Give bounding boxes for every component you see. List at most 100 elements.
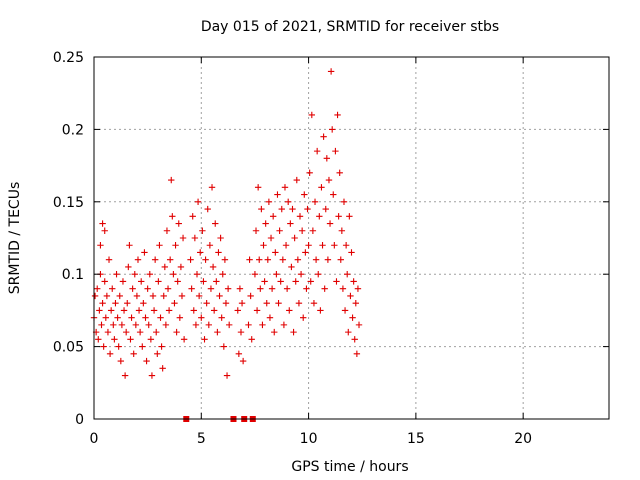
data-point (294, 256, 302, 263)
data-point (111, 336, 118, 343)
data-point (238, 299, 246, 307)
data-point (339, 285, 347, 292)
data-point (208, 184, 216, 191)
data-point (246, 256, 253, 263)
data-point (141, 249, 148, 256)
data-point (316, 213, 323, 220)
data-point (154, 350, 161, 358)
data-point (342, 242, 350, 249)
data-point (148, 372, 156, 379)
data-point (149, 292, 157, 300)
data-point (224, 285, 232, 292)
data-point (305, 242, 312, 249)
data-point (110, 321, 117, 329)
data-point (251, 271, 259, 278)
data-point (131, 271, 138, 278)
data-point (321, 285, 328, 292)
data-point (297, 271, 305, 278)
data-point (119, 278, 127, 285)
data-point (135, 307, 143, 314)
data-point (213, 278, 220, 285)
data-point (307, 278, 314, 285)
data-point (325, 176, 333, 184)
data-point (125, 263, 132, 271)
data-point (262, 220, 269, 227)
data-point (139, 343, 146, 350)
data-point (310, 299, 318, 307)
data-point (202, 256, 209, 263)
data-point (266, 314, 274, 321)
data-point (134, 256, 142, 263)
data-point (102, 314, 110, 321)
data-point (99, 220, 106, 227)
data-point (281, 184, 289, 191)
data-point (109, 285, 116, 292)
data-point (315, 271, 322, 278)
data-point (292, 278, 299, 285)
data-point (346, 213, 353, 220)
data-point (328, 126, 336, 133)
data-point (143, 357, 150, 365)
data-point (248, 336, 255, 343)
x-tick-label: 10 (300, 431, 318, 447)
data-point (129, 285, 136, 292)
data-point (245, 321, 252, 329)
data-point (319, 242, 326, 249)
data-point (332, 147, 339, 155)
y-tick-label: 0 (75, 412, 84, 428)
data-point (121, 372, 129, 379)
data-point (212, 220, 219, 227)
data-point (288, 263, 295, 271)
data-point (289, 205, 296, 213)
data-point (291, 234, 298, 242)
data-point (254, 184, 262, 191)
data-point (97, 242, 104, 249)
data-point (237, 328, 245, 336)
data-point (166, 256, 174, 263)
data-point (272, 249, 279, 256)
data-point (234, 307, 241, 314)
data-point (308, 111, 316, 119)
data-point (324, 256, 332, 263)
data-point (320, 133, 327, 140)
data-point (300, 314, 307, 321)
x-axis-label: GPS time / hours (291, 459, 408, 475)
data-point (225, 321, 233, 329)
data-point (158, 343, 165, 350)
data-point (187, 256, 194, 263)
data-point (335, 213, 342, 220)
data-point (283, 285, 291, 292)
data-point (153, 328, 160, 336)
data-point (277, 278, 284, 285)
data-point (295, 299, 303, 307)
y-axis-label: SRMTID / TECUs (7, 182, 23, 295)
data-point (327, 68, 335, 75)
data-point (278, 205, 285, 213)
data-point (330, 191, 337, 198)
data-point (130, 350, 137, 358)
data-point (115, 343, 122, 350)
x-tick-label: 5 (197, 431, 206, 447)
data-point (351, 336, 358, 343)
data-point (180, 336, 188, 343)
data-point (198, 314, 205, 321)
data-point (221, 256, 229, 263)
data-point (138, 278, 145, 285)
data-point (161, 263, 169, 271)
data-point (127, 336, 134, 343)
data-point (103, 292, 111, 300)
data-point (147, 336, 155, 343)
data-point (334, 111, 341, 119)
data-point (350, 278, 357, 285)
data-point (192, 321, 200, 329)
data-point (258, 205, 265, 213)
data-point (218, 314, 225, 321)
data-point (151, 256, 159, 263)
data-point (188, 285, 195, 292)
data-point (223, 372, 231, 379)
data-point (136, 328, 144, 336)
data-point (302, 249, 309, 256)
data-point (203, 299, 210, 307)
data-point (317, 307, 324, 314)
data-point (133, 292, 141, 300)
